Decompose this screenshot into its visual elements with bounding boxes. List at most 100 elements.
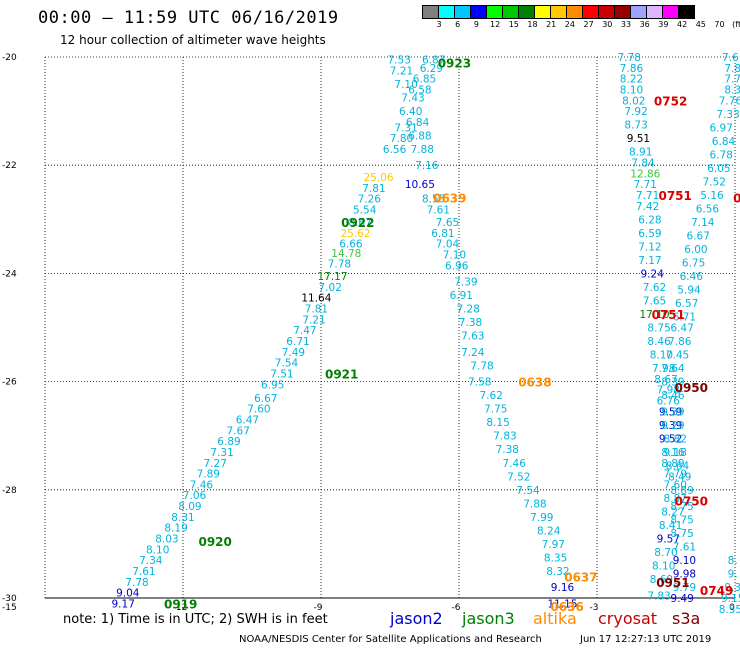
x-tick-label: -3 — [590, 603, 599, 613]
wave-height-point: 7.42 — [636, 201, 659, 213]
wave-height-point: 8.46 — [661, 390, 685, 402]
wave-height-point: 7.53 — [388, 55, 411, 67]
wave-height-point: 8.91 — [629, 147, 652, 159]
wave-height-point: 7.31 — [210, 447, 233, 459]
pass-time-label: 0637 — [564, 570, 597, 584]
wave-height-point: 7.26 — [358, 194, 382, 206]
wave-height-point: 8.31 — [171, 512, 194, 524]
wave-height-point: 6.57 — [675, 298, 698, 310]
wave-height-point: 7.88 — [411, 144, 434, 156]
legend-label: 27 — [583, 20, 594, 29]
y-tick-label: -26 — [2, 378, 17, 388]
wave-height-point: 8.02 — [622, 95, 645, 107]
wave-height-point: 8.55 — [719, 604, 740, 616]
wave-height-point: 8.87 — [664, 493, 687, 505]
wave-height-point: 17.17 — [317, 271, 347, 283]
wave-height-point: 6.00 — [684, 244, 707, 256]
y-tick-label: -20 — [2, 53, 17, 63]
pass-time-label: 0923 — [438, 56, 471, 70]
wave-height-point: 7.78 — [125, 577, 148, 589]
pass-time-label: 0950 — [675, 381, 708, 395]
wave-height-point: 8.39 — [661, 377, 684, 389]
pass-time-label: 0922 — [341, 216, 374, 230]
pass-time-label: 0639 — [433, 192, 466, 206]
wave-height-point: 7.86 — [668, 336, 692, 348]
wave-height-point: 8. — [728, 555, 738, 567]
wave-height-point: 8.10 — [620, 84, 643, 96]
wave-height-point: 7.06 — [183, 490, 207, 502]
header-title: 00:00 — 11:59 UTC 06/16/2019 — [38, 8, 339, 28]
wave-height-point: 7.16 — [415, 160, 439, 172]
wave-height-point: 5.16 — [700, 190, 724, 202]
wave-height-point: 7.86 — [620, 63, 644, 75]
wave-height-point: 8.3 — [724, 84, 740, 96]
wave-height-point: 7.7 — [724, 74, 740, 86]
wave-height-point: 7.24 — [461, 347, 485, 359]
wave-height-point: 7.81 — [305, 304, 328, 316]
legend-label: 39 — [658, 20, 669, 29]
wave-height-point: 6.76 — [657, 396, 681, 408]
wave-height-point: 7.78 — [328, 259, 351, 271]
pass-time-label: 0920 — [198, 535, 231, 549]
wave-height-point: 9.79 — [673, 582, 696, 594]
wave-height-point: 8.67 — [348, 217, 371, 229]
wave-height-point: 5.94 — [677, 285, 701, 297]
wave-height-point: 11.64 — [301, 293, 331, 305]
wave-height-point: 9.39 — [661, 406, 684, 418]
wave-height-point: 6.67 — [254, 393, 277, 405]
wave-height-point: 8.49 — [668, 471, 691, 483]
pass-time-label: 0751 — [652, 308, 685, 322]
wave-height-point: 8.27 — [661, 506, 684, 518]
wave-height-point: 8.89 — [670, 485, 693, 497]
pass-time-label: 0636 — [550, 600, 583, 614]
legend-label: 70 — [714, 20, 725, 29]
wave-height-point: 6.56 — [383, 144, 407, 156]
wave-height-point: 9.29 — [661, 420, 684, 432]
wave-height-point: 7.47 — [293, 325, 316, 337]
wave-height-point: 7.76 — [719, 95, 740, 107]
wave-height-point: 7.79 — [664, 469, 687, 481]
wave-height-point: 6.47 — [236, 414, 259, 426]
legend-label: 45 — [695, 20, 706, 29]
wave-height-point: 7.99 — [530, 512, 553, 524]
wave-height-point: 8.67 — [654, 374, 677, 386]
wave-height-point: 7.60 — [247, 404, 270, 416]
wave-height-point: 7.39 — [454, 277, 477, 289]
wave-height-point: 6.47 — [670, 323, 693, 335]
wave-height-point: 7.75 — [484, 404, 507, 416]
wave-height-point: 8.64 — [666, 460, 690, 472]
wave-height-point: 9.15 — [721, 593, 740, 605]
wave-height-point: 7.84 — [631, 157, 655, 169]
wave-height-point: 8.15 — [486, 417, 509, 429]
wave-height-point: 7.88 — [523, 498, 546, 510]
wave-height-point: 7.6 — [722, 52, 739, 64]
wave-height-point: 7.27 — [204, 458, 227, 470]
wave-height-point: 7.89 — [197, 469, 220, 481]
wave-height-point: 6.87 — [422, 55, 445, 67]
wave-height-point: 8.75 — [670, 501, 693, 513]
wave-height-point: 9.24 — [641, 268, 665, 280]
wave-height-point: 7.10 — [394, 79, 417, 91]
x-tick-label: -6 — [452, 603, 461, 613]
wave-height-point: 7.28 — [457, 304, 480, 316]
wave-height-point: 7.61 — [427, 205, 450, 217]
wave-height-point: 7.98 — [657, 385, 680, 397]
wave-height-point: 8.75 — [670, 515, 693, 527]
wave-height-point: 7.52 — [703, 176, 726, 188]
wave-height-point: 8.55 — [422, 194, 445, 206]
wave-height-point: 7.02 — [319, 282, 342, 294]
wave-height-point: 9.16 — [551, 582, 575, 594]
wave-height-point: 7.81 — [362, 183, 385, 195]
wave-height-point: 6.81 — [431, 228, 454, 240]
legend-label: 15 — [508, 20, 519, 29]
wave-height-point: 7.34 — [139, 555, 163, 567]
y-tick-label: -30 — [2, 594, 17, 604]
legend-label: 12 — [490, 20, 501, 29]
wave-height-point: 8.10 — [146, 544, 169, 556]
wave-height-point: 7.49 — [282, 347, 305, 359]
wave-height-point: 25.62 — [340, 228, 370, 240]
wave-height-point: 7.64 — [661, 363, 685, 375]
wave-height-point: 5.54 — [353, 205, 377, 217]
legend-label: 3 — [436, 20, 442, 29]
